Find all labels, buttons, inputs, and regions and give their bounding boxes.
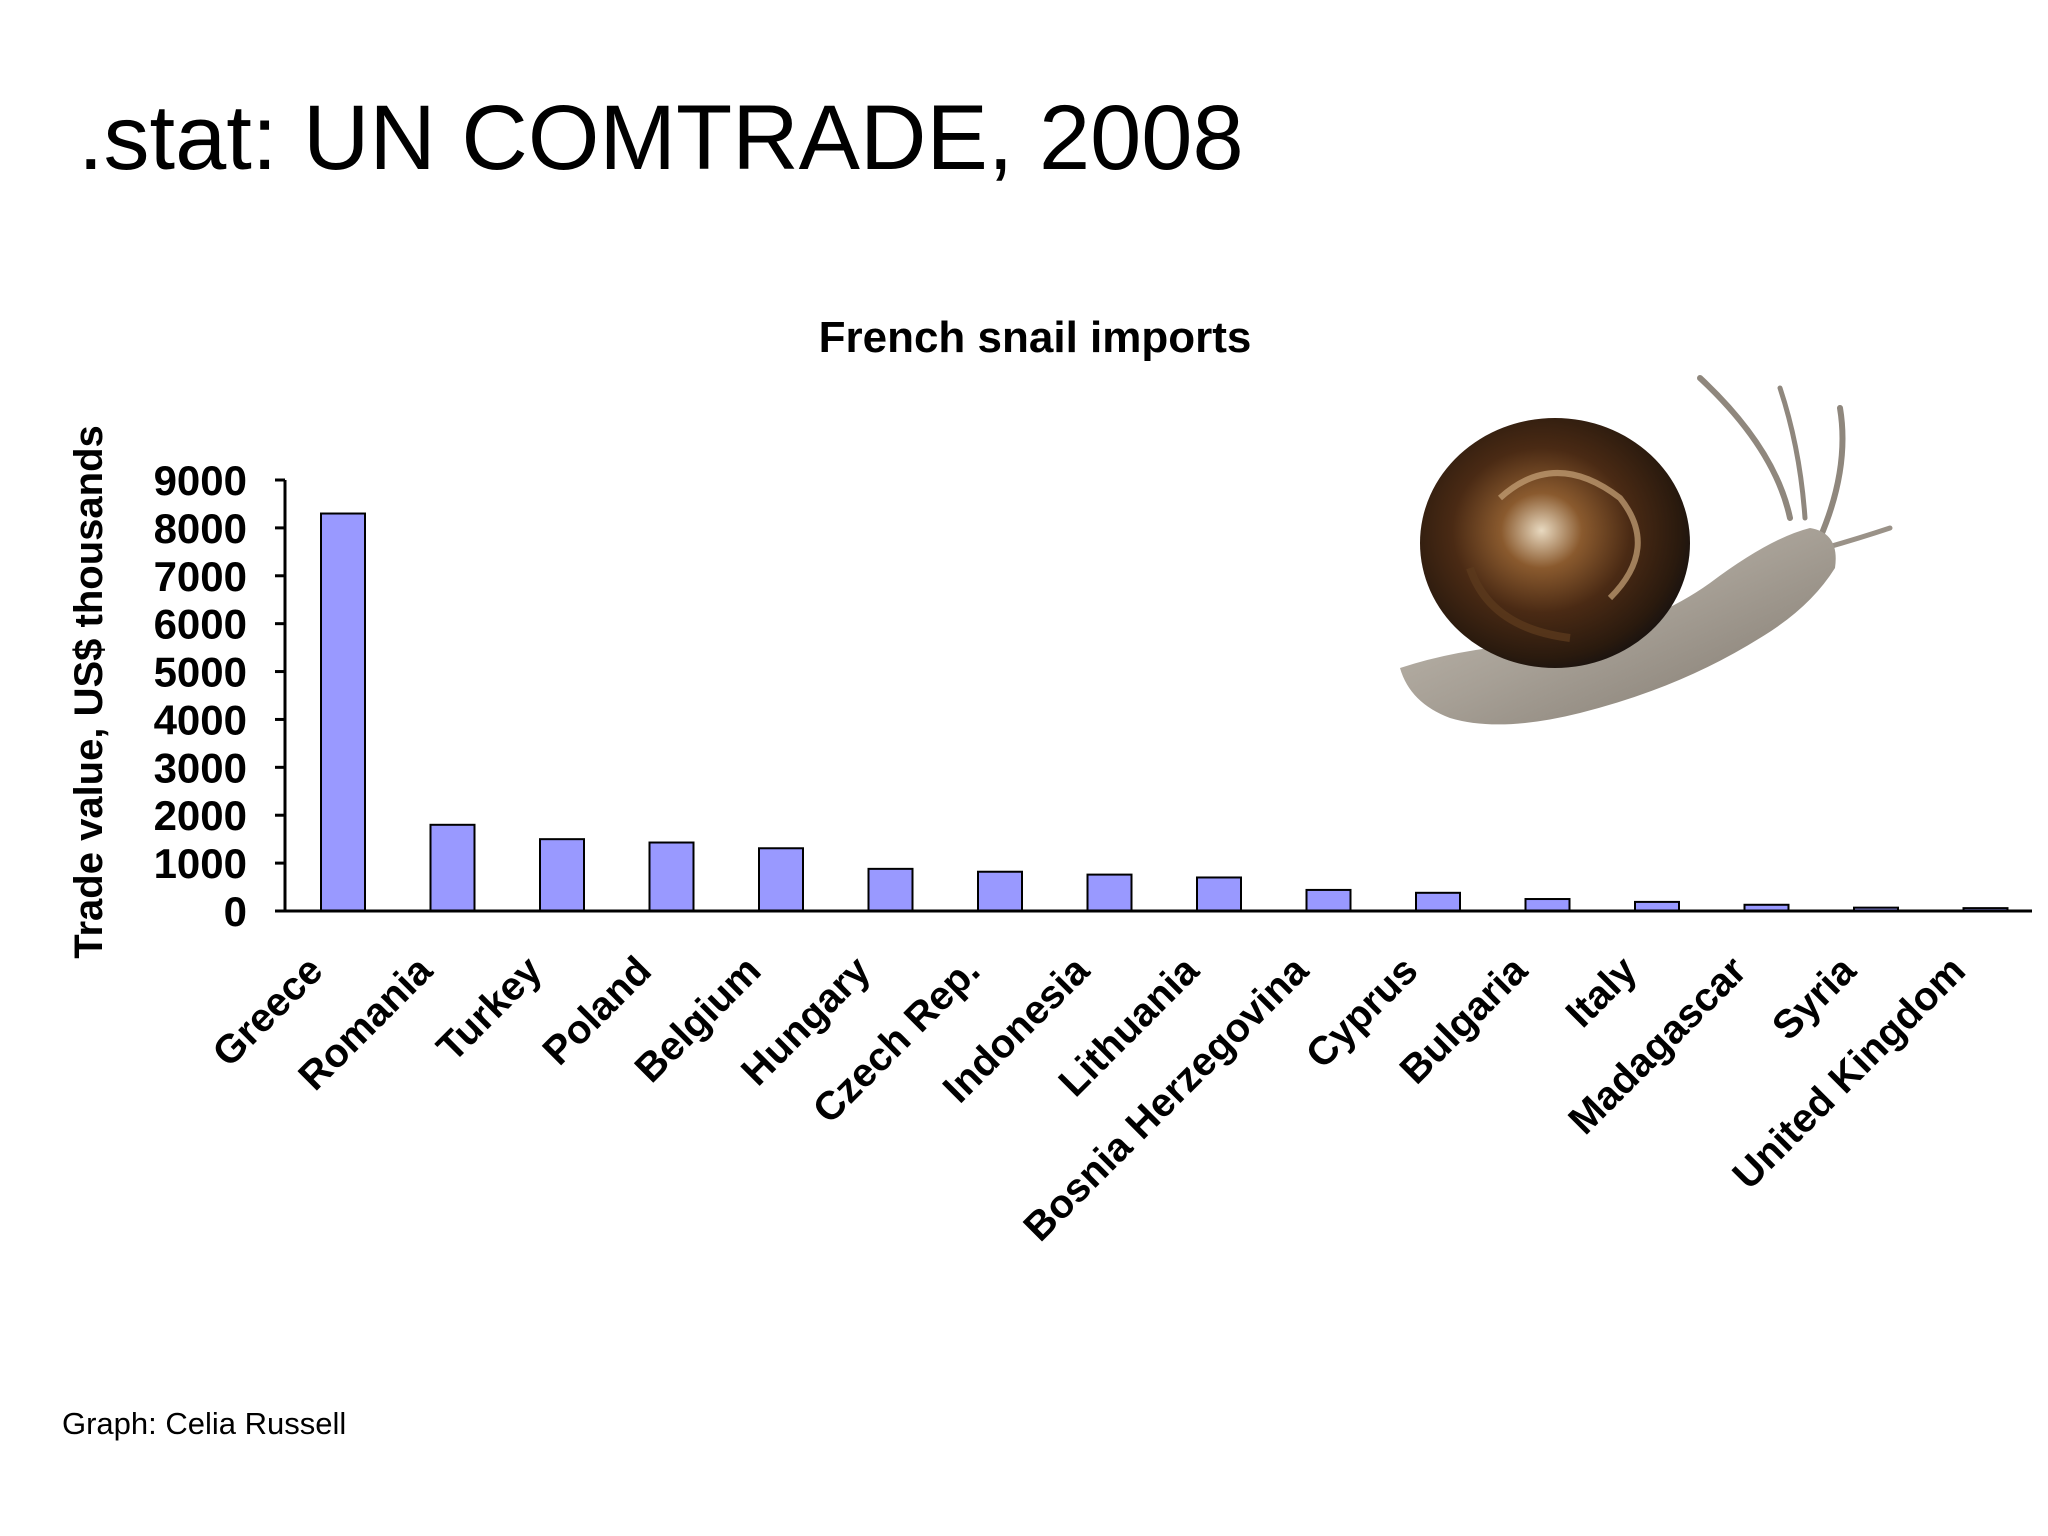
x-tick-label: Italy (1558, 948, 1646, 1036)
y-axis-label: Trade value, US$ thousands (67, 425, 111, 959)
y-tick-label: 1000 (154, 840, 247, 887)
bars-group (320, 512, 2009, 913)
y-tick-label: 5000 (154, 649, 247, 696)
x-tick-label: Syria (1764, 948, 1865, 1049)
x-axis-ticks: GreeceRomaniaTurkeyPolandBelgiumHungaryC… (204, 948, 1974, 1250)
bar-lithuania (1196, 876, 1242, 913)
bar-indonesia (1086, 873, 1133, 912)
bar-belgium (758, 847, 804, 913)
chart-title: French snail imports (819, 313, 1252, 362)
bar-bulgaria (1524, 898, 1571, 912)
x-tick-label: Turkey (429, 948, 551, 1070)
bar-greece (320, 512, 366, 912)
y-tick-label: 3000 (154, 744, 247, 791)
graph-credit: Graph: Celia Russell (62, 1406, 347, 1441)
slide-title: .stat: UN COMTRADE, 2008 (78, 87, 1244, 189)
bar-poland (648, 841, 695, 912)
bar-bosnia-herzegovina (1305, 888, 1352, 913)
y-tick-label: 8000 (154, 505, 247, 552)
bar-romania (429, 823, 476, 912)
snail-photo-icon (1400, 375, 1893, 725)
y-tick-label: 4000 (154, 696, 247, 743)
y-tick-label: 9000 (154, 457, 247, 504)
bar-hungary (867, 867, 914, 913)
y-tick-label: 0 (224, 888, 247, 935)
bar-czech-rep- (977, 870, 1023, 913)
y-tick-label: 2000 (154, 792, 247, 839)
bar-cyprus (1415, 891, 1461, 913)
y-tick-label: 6000 (154, 601, 247, 648)
bar-turkey (539, 838, 585, 913)
y-tick-label: 7000 (154, 553, 247, 600)
